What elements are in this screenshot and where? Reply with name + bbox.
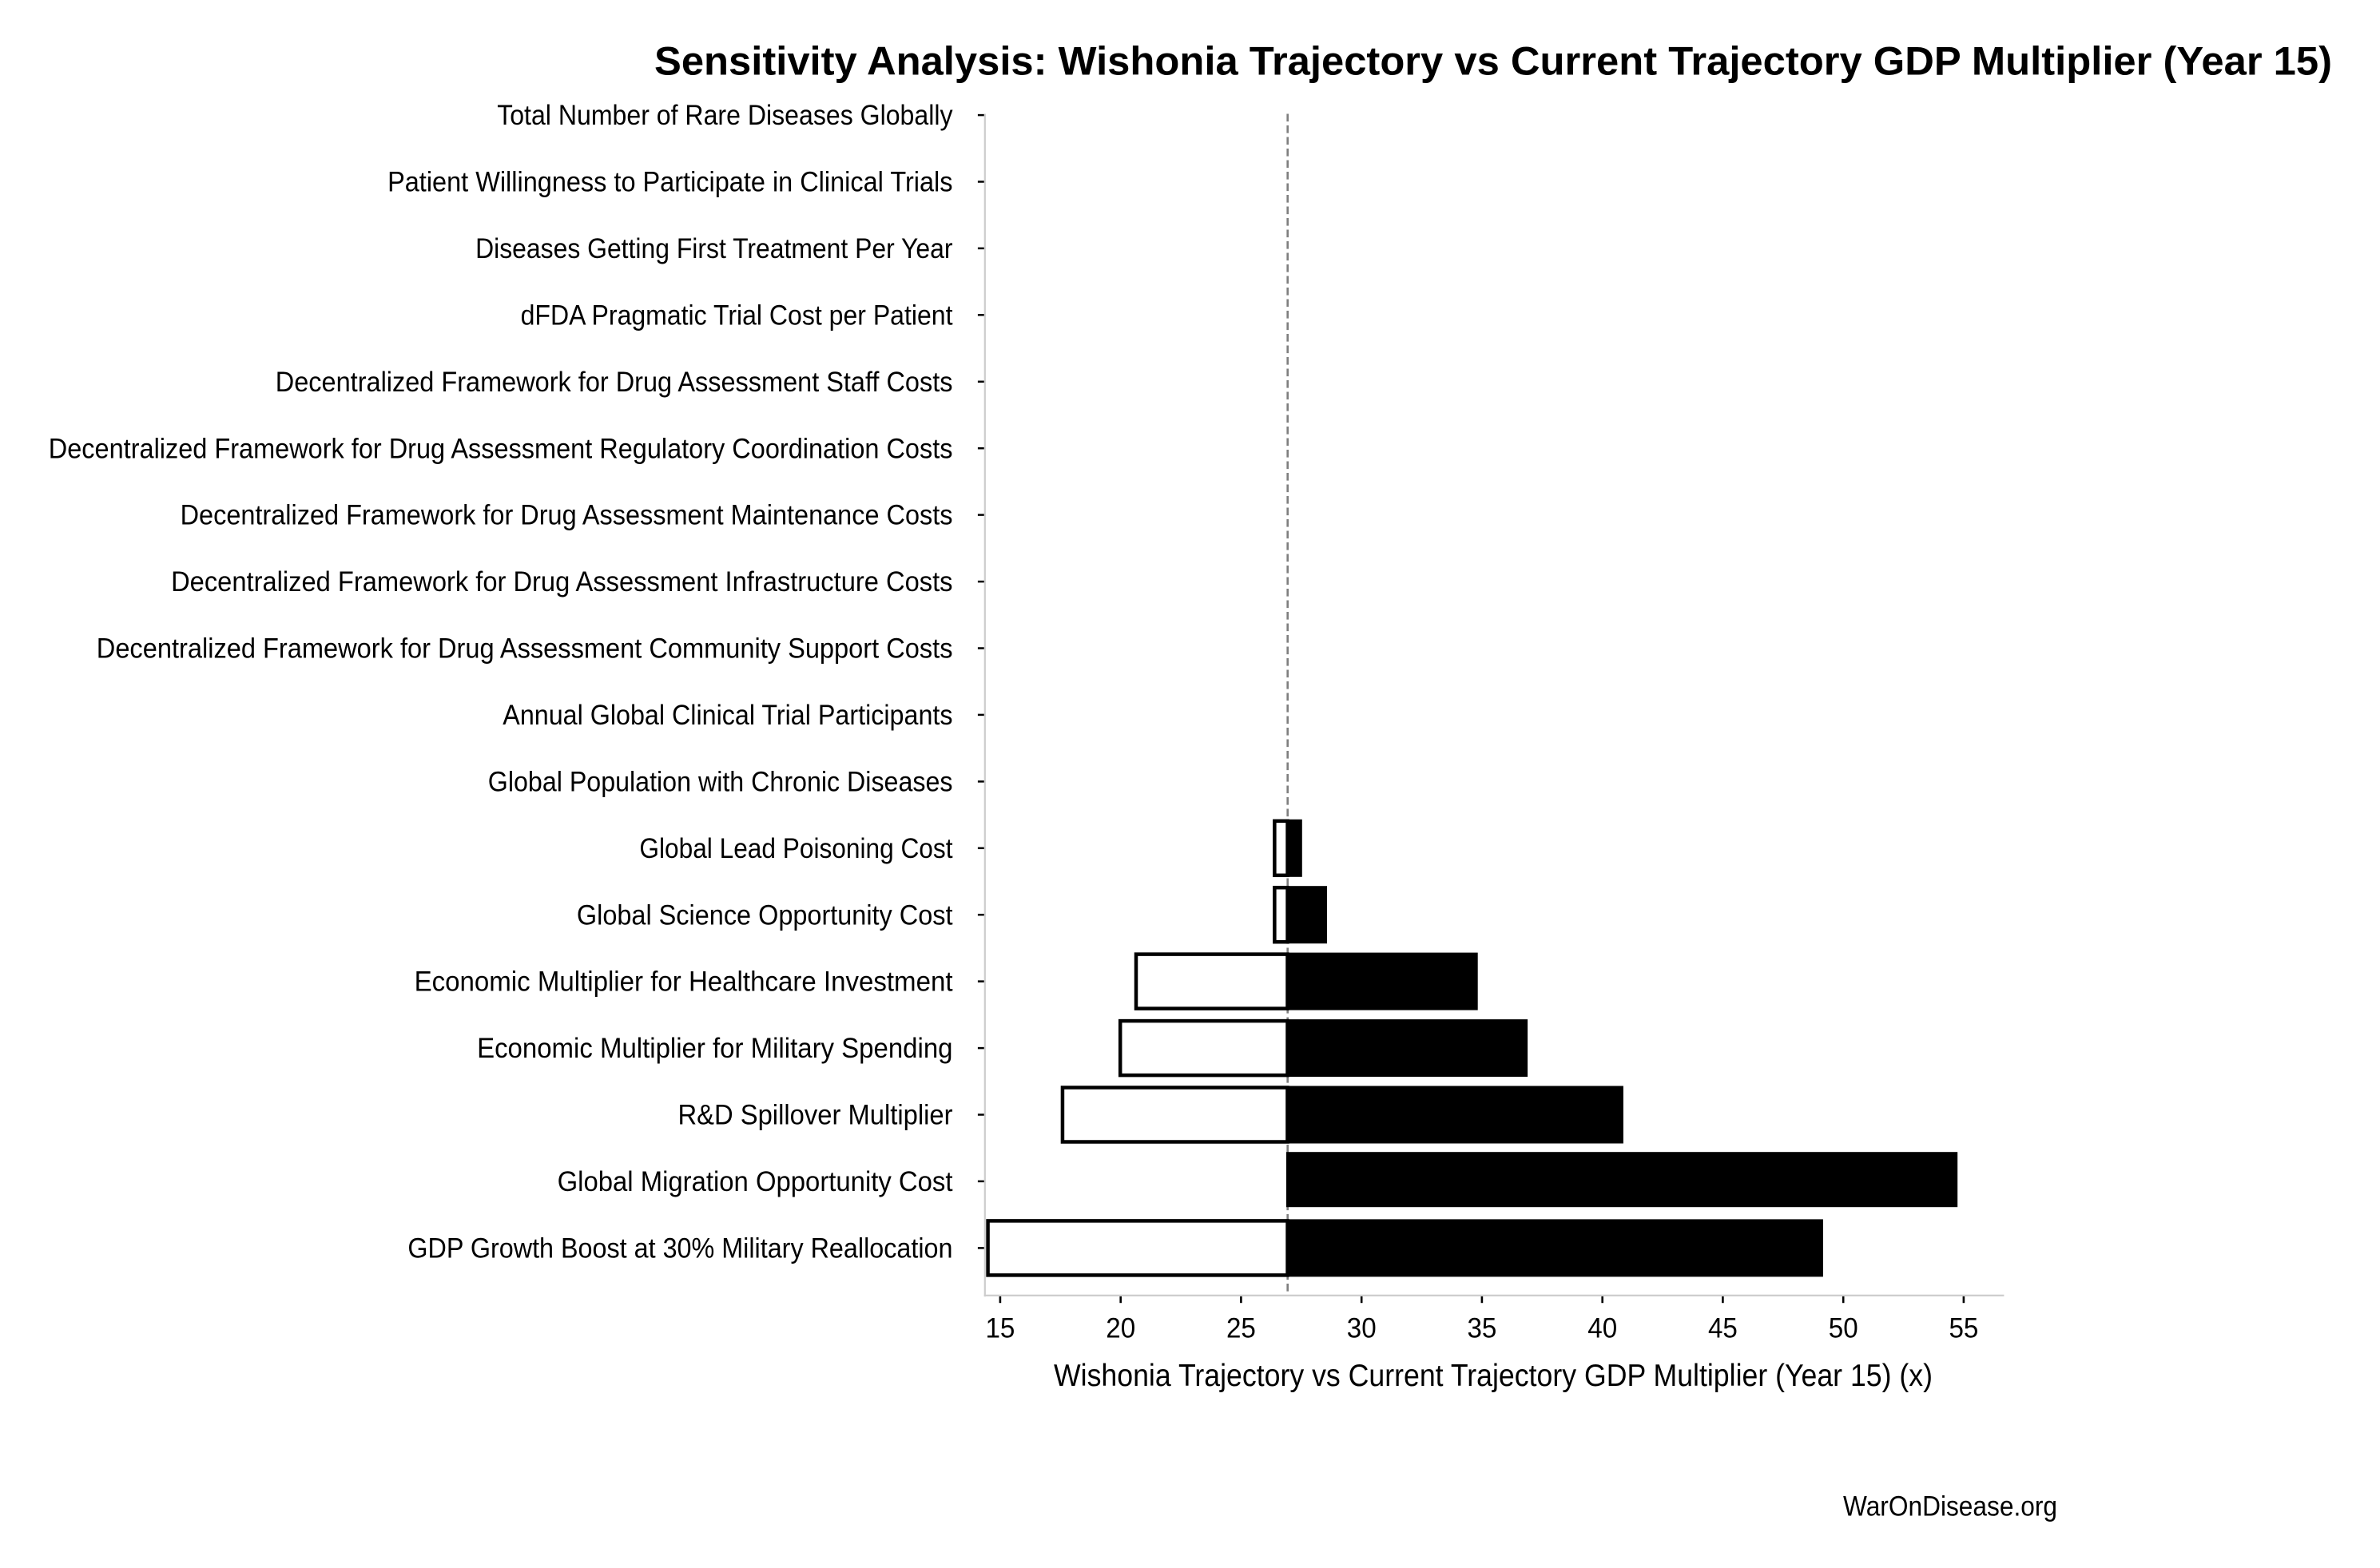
svg-text:45: 45	[1708, 1312, 1738, 1344]
svg-text:20: 20	[1106, 1312, 1135, 1344]
svg-text:WarOnDisease.org: WarOnDisease.org	[1843, 1491, 2057, 1522]
svg-text:Diseases Getting First Treatme: Diseases Getting First Treatment Per Yea…	[475, 233, 953, 264]
svg-text:dFDA Pragmatic Trial Cost per: dFDA Pragmatic Trial Cost per Patient	[521, 300, 953, 331]
svg-text:Decentralized Framework for Dr: Decentralized Framework for Drug Assessm…	[97, 633, 953, 665]
svg-text:Economic Multiplier for Milita: Economic Multiplier for Military Spendin…	[477, 1033, 952, 1064]
svg-text:Decentralized Framework for Dr: Decentralized Framework for Drug Assessm…	[171, 566, 952, 597]
svg-text:Sensitivity Analysis: Wishonia: Sensitivity Analysis: Wishonia Trajector…	[654, 39, 2332, 84]
svg-text:25: 25	[1226, 1312, 1256, 1344]
svg-text:Annual Global Clinical Trial P: Annual Global Clinical Trial Participant…	[503, 700, 952, 731]
svg-text:55: 55	[1949, 1312, 1978, 1344]
svg-text:40: 40	[1587, 1312, 1617, 1344]
svg-text:30: 30	[1347, 1312, 1377, 1344]
svg-text:R&D Spillover Multiplier: R&D Spillover Multiplier	[678, 1100, 953, 1131]
svg-text:GDP Growth Boost at 30% Milita: GDP Growth Boost at 30% Military Realloc…	[407, 1233, 952, 1264]
svg-text:Decentralized Framework for Dr: Decentralized Framework for Drug Assessm…	[276, 367, 953, 398]
svg-text:50: 50	[1829, 1312, 1858, 1344]
svg-text:Decentralized Framework for Dr: Decentralized Framework for Drug Assessm…	[49, 433, 953, 464]
svg-text:15: 15	[985, 1312, 1015, 1344]
svg-text:35: 35	[1467, 1312, 1496, 1344]
svg-text:Global Science Opportunity Cos: Global Science Opportunity Cost	[577, 899, 953, 931]
svg-text:Global Population with Chronic: Global Population with Chronic Diseases	[488, 767, 953, 798]
svg-text:Global Lead Poisoning Cost: Global Lead Poisoning Cost	[639, 833, 952, 864]
svg-text:Decentralized Framework for Dr: Decentralized Framework for Drug Assessm…	[181, 500, 953, 531]
svg-text:Total Number of Rare Diseases: Total Number of Rare Diseases Globally	[497, 100, 953, 131]
svg-text:Wishonia Trajectory vs Current: Wishonia Trajectory vs Current Trajector…	[1054, 1359, 1933, 1393]
svg-text:Economic Multiplier for Health: Economic Multiplier for Healthcare Inves…	[415, 967, 953, 998]
svg-text:Patient Willingness to Partici: Patient Willingness to Participate in Cl…	[387, 167, 952, 198]
svg-text:Global Migration Opportunity C: Global Migration Opportunity Cost	[558, 1166, 953, 1197]
